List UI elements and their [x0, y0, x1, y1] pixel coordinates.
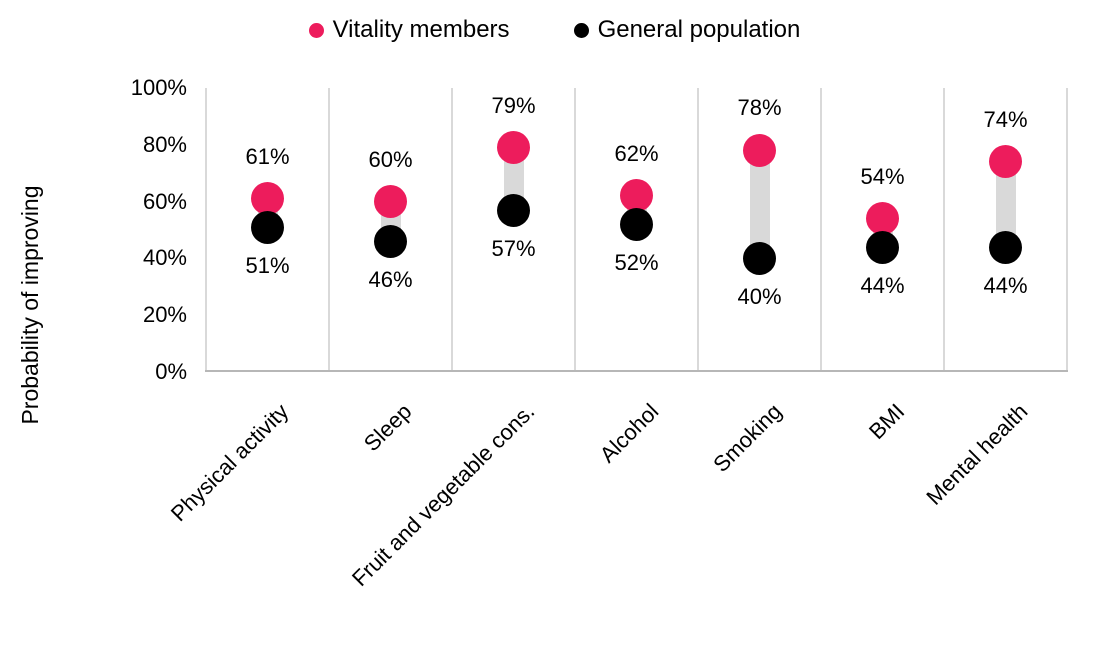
x-category-label-sleep: Sleep [358, 398, 417, 457]
category-column-mental-health: 74% 44% [943, 88, 1068, 370]
general-population-value-label: 44% [983, 273, 1028, 299]
y-tick-label-60: 60% [142, 188, 187, 214]
general-population-dot-icon [573, 22, 589, 38]
general-population-dot [620, 207, 653, 241]
y-tick-label-100: 100% [130, 75, 187, 100]
general-population-value-label: 44% [860, 273, 905, 299]
legend-item-vitality-members: Vitality members [308, 16, 510, 44]
vitality-members-dot [497, 131, 530, 165]
category-column-fruit-and-vegetable-cons: 79% 57% [451, 88, 574, 370]
category-column-smoking: 78% 40% [697, 88, 820, 370]
general-population-dot [743, 241, 776, 275]
legend-label-vitality-members: Vitality members [332, 16, 510, 43]
x-category-label-physical-activity: Physical activity [165, 398, 294, 527]
vitality-members-dot-icon [308, 22, 324, 38]
vitality-members-value-label: 62% [614, 140, 659, 166]
plot-area: 61% 51% 60% 46% 79% 57% 62% 52% 78% 40% 54% 44% 74% 4… [205, 88, 1068, 372]
general-population-value-label: 46% [368, 267, 413, 293]
dumbbell-connector [995, 161, 1016, 248]
y-tick-label-40: 40% [142, 245, 187, 271]
x-category-label-alcohol: Alcohol [594, 398, 663, 468]
x-category-label-bmi: BMI [864, 398, 910, 445]
general-population-dot [989, 230, 1022, 264]
vitality-members-dot [743, 133, 776, 167]
general-population-dot [251, 210, 284, 244]
y-tick-label-20: 20% [142, 302, 187, 328]
general-population-value-label: 57% [491, 236, 536, 262]
vitality-members-value-label: 74% [983, 106, 1028, 132]
x-category-label-mental-health: Mental health [921, 398, 1033, 510]
vitality-members-dot [251, 182, 284, 216]
general-population-dot [374, 224, 407, 258]
vitality-members-dot [620, 179, 653, 213]
y-tick-label-80: 80% [142, 131, 187, 157]
x-category-label-smoking: Smoking [707, 398, 787, 477]
x-category-label-fruit-and-vegetable-cons: Fruit and vegetable cons. [347, 398, 540, 592]
category-column-alcohol: 62% 52% [574, 88, 697, 370]
y-axis-title: Probability of improving [17, 185, 43, 425]
y-axis-ticks: 100% 80% 60% 40% 20% 0% [90, 75, 187, 384]
vitality-members-dot [866, 202, 899, 236]
category-column-sleep: 60% 46% [328, 88, 451, 370]
vitality-members-value-label: 78% [737, 95, 782, 121]
chart-legend: Vitality members General population [0, 16, 1109, 44]
x-axis-labels: Physical activity Sleep Fruit and vegetabl… [166, 372, 1068, 667]
y-tick-label-0: 0% [155, 359, 187, 384]
vitality-members-value-label: 54% [860, 163, 905, 189]
general-population-dot [866, 230, 899, 264]
general-population-value-label: 40% [737, 284, 782, 310]
category-column-physical-activity: 61% 51% [205, 88, 328, 370]
legend-label-general-population: General population [597, 16, 801, 43]
general-population-value-label: 51% [245, 253, 290, 279]
general-population-dot [497, 193, 530, 227]
vitality-members-value-label: 61% [245, 143, 290, 169]
vitality-members-value-label: 79% [491, 92, 536, 118]
vitality-members-value-label: 60% [368, 146, 413, 172]
legend-item-general-population: General population [573, 16, 801, 44]
vitality-members-dot [989, 145, 1022, 179]
dumbbell-connector [749, 150, 770, 259]
vitality-members-dot [374, 185, 407, 219]
category-column-bmi: 54% 44% [820, 88, 943, 370]
general-population-value-label: 52% [614, 250, 659, 276]
